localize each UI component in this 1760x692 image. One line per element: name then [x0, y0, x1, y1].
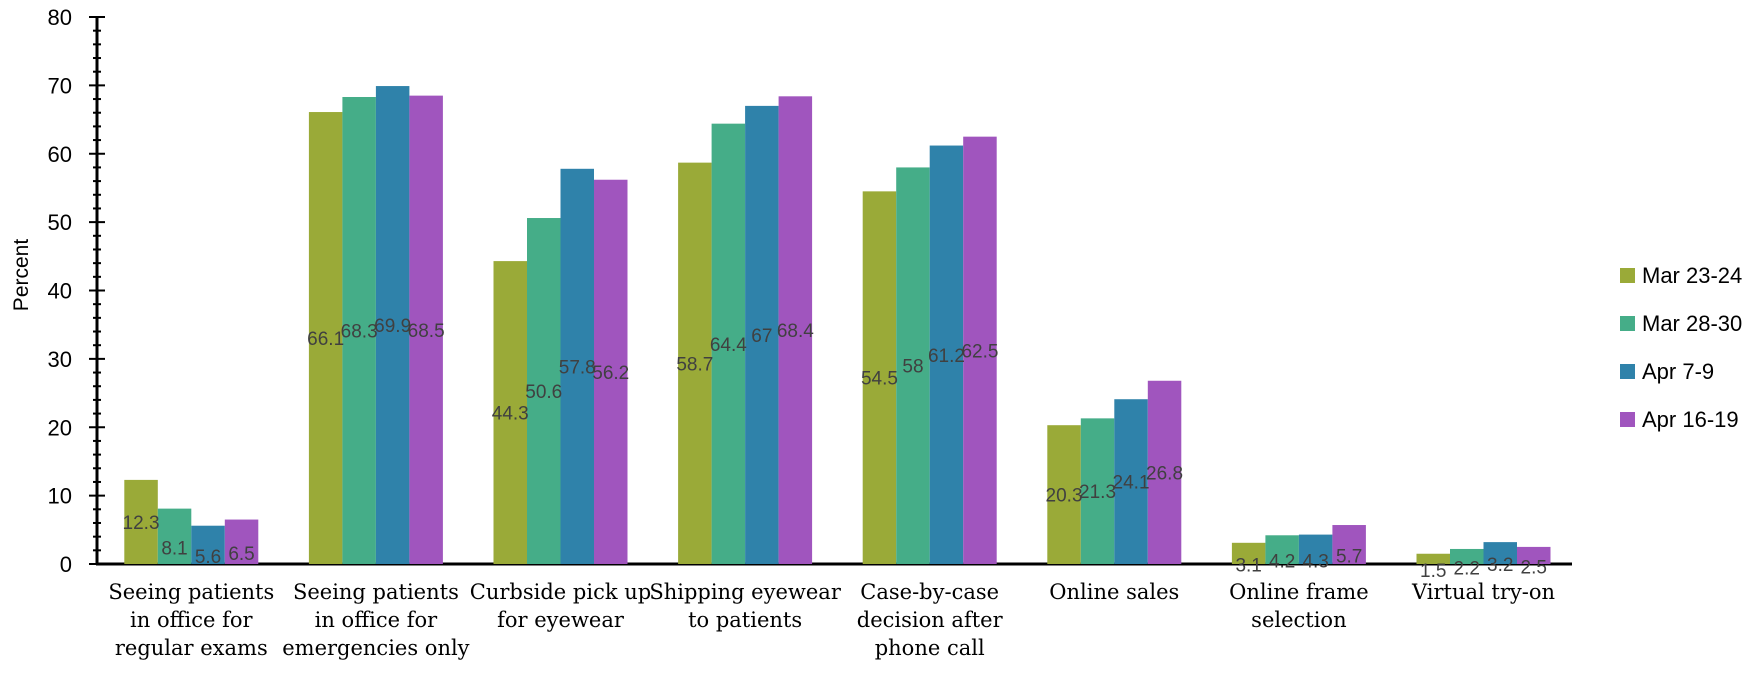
legend-label: Apr 7-9: [1642, 359, 1714, 384]
legend-swatch: [1620, 412, 1635, 427]
data-label: 56.2: [592, 363, 629, 384]
y-tick-label: 30: [48, 347, 72, 372]
data-label: 8.1: [161, 538, 187, 559]
bar: [1416, 553, 1450, 564]
x-category-label: Seeing patients in office for regular exam…: [108, 580, 274, 660]
bar: [594, 179, 628, 565]
y-tick-label: 40: [48, 279, 72, 304]
bar: [1298, 534, 1333, 564]
bar: [1483, 542, 1517, 564]
data-label: 21.3: [1079, 482, 1116, 503]
data-label: 68.5: [408, 321, 445, 342]
bar: [560, 168, 594, 565]
bar: [1047, 425, 1081, 564]
bars: [124, 86, 1551, 565]
bar: [1080, 418, 1115, 564]
data-label: 12.3: [123, 513, 160, 534]
bar: [1517, 546, 1551, 564]
bar: [1332, 525, 1366, 564]
legend-swatch: [1620, 364, 1635, 379]
x-axis-categories: Seeing patients in office for regular exam…: [108, 580, 1555, 660]
x-category-label: Online sales: [1049, 580, 1179, 604]
data-label: 26.8: [1146, 463, 1183, 484]
data-label: 5.6: [195, 547, 221, 568]
legend: Mar 23-24 Mar 28-30 Apr 7-9 Apr 16-19: [1620, 263, 1742, 432]
x-category-label: Case-by-case decision after phone call: [857, 580, 1004, 660]
bar: [493, 261, 527, 564]
bar: [1231, 542, 1266, 564]
data-label: 58: [902, 357, 923, 378]
data-label: 54.5: [861, 369, 898, 390]
y-tick-label: 50: [48, 210, 72, 235]
data-label: 3.1: [1235, 555, 1261, 576]
bar: [409, 95, 443, 564]
y-tick-label: 20: [48, 415, 72, 440]
bar: [1450, 548, 1484, 564]
bar: [375, 86, 410, 564]
bar: [862, 191, 897, 564]
data-label: 66.1: [307, 329, 344, 350]
bar: [157, 508, 192, 564]
x-category-label: Virtual try-on: [1411, 580, 1555, 604]
data-label: 68.4: [777, 321, 814, 342]
data-label: 1.5: [1420, 561, 1446, 582]
bar: [678, 162, 712, 565]
y-tick-label: 60: [48, 142, 72, 167]
y-tick-label: 80: [48, 5, 72, 30]
data-label: 68.3: [341, 321, 378, 342]
data-label: 5.7: [1336, 547, 1362, 568]
bar: [527, 218, 561, 564]
y-tick-label: 70: [48, 73, 72, 98]
bar: [342, 96, 376, 564]
bar: [896, 167, 930, 565]
bar: [1265, 535, 1299, 564]
data-label: 57.8: [559, 357, 596, 378]
data-label: 64.4: [710, 335, 747, 356]
bar: [778, 96, 813, 564]
bar: [963, 136, 997, 564]
bar: [124, 479, 158, 564]
bar: [745, 105, 779, 564]
x-category-label: Curbside pick up for eyewear: [470, 580, 651, 632]
bar: [1114, 399, 1148, 564]
legend-label: Mar 28-30: [1642, 311, 1742, 336]
bar: [191, 525, 225, 564]
data-label: 69.9: [374, 316, 411, 337]
bar: [308, 112, 343, 564]
data-label: 67: [751, 326, 772, 347]
data-label: 58.7: [676, 354, 713, 375]
data-label: 4.3: [1302, 551, 1328, 572]
y-tick-label: 0: [60, 552, 72, 577]
bar: [224, 519, 259, 564]
legend-label: Apr 16-19: [1642, 407, 1739, 432]
data-label: 4.2: [1269, 552, 1295, 573]
bar: [929, 145, 964, 565]
data-label: 24.1: [1113, 473, 1150, 494]
bar: [711, 123, 746, 564]
y-tick-label: 10: [48, 484, 72, 509]
data-label: 50.6: [525, 382, 562, 403]
legend-swatch: [1620, 316, 1635, 331]
data-label: 2.2: [1454, 558, 1480, 579]
data-label: 61.2: [928, 346, 965, 367]
data-label: 3.2: [1487, 555, 1513, 576]
data-label: 20.3: [1046, 486, 1083, 507]
data-label: 62.5: [961, 341, 998, 362]
x-category-label: Online frame selection: [1229, 580, 1368, 632]
x-category-label: Seeing patients in office for emergencies …: [282, 580, 469, 660]
x-category-label: Shipping eyewear to patients: [649, 580, 842, 632]
y-axis-title: Percent: [10, 239, 33, 312]
data-label: 6.5: [228, 544, 254, 565]
legend-label: Mar 23-24: [1642, 263, 1742, 288]
data-labels: 12.38.1 5.6 6.5 66.168.369.968.5 44.350.6 57.…: [123, 316, 1547, 582]
data-label: 2.5: [1521, 557, 1547, 578]
data-label: 44.3: [492, 404, 529, 425]
legend-swatch: [1620, 268, 1635, 283]
bar: [1147, 380, 1182, 564]
